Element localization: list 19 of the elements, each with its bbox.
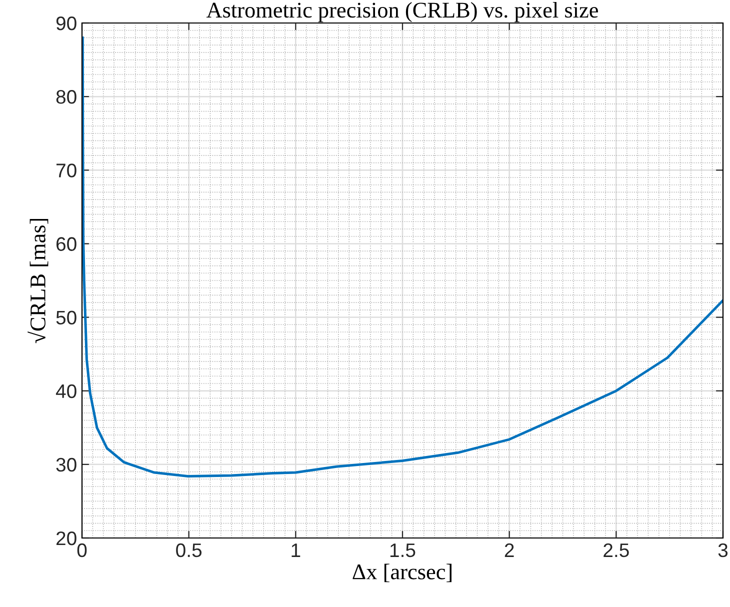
x-tick-label: 0 <box>77 543 87 558</box>
line-series <box>82 36 723 478</box>
x-tick-label: 2.5 <box>604 543 629 558</box>
y-tick-label: 30 <box>56 458 76 472</box>
chart-title: Astrometric precision (CRLB) vs. pixel size <box>206 2 598 22</box>
x-tick-label: 1.5 <box>390 544 416 558</box>
x-tick-label: 3 <box>718 543 728 558</box>
x-axis-title: Δx [arcsec] <box>352 564 452 582</box>
x-tick-label: 1 <box>292 544 300 557</box>
y-tick-label: 90 <box>56 16 76 30</box>
y-tick-label: 80 <box>56 90 76 104</box>
y-axis-title: √CRLB [mas] <box>28 218 48 344</box>
y-tick-label: 50 <box>56 310 76 325</box>
y-tick-label: 20 <box>56 531 76 546</box>
x-tick-label: 2 <box>504 543 514 557</box>
x-tick-label: 0.5 <box>176 543 202 558</box>
y-tick-label: 40 <box>56 384 76 398</box>
y-tick-label: 70 <box>56 164 76 178</box>
y-tick-label: 60 <box>56 237 76 251</box>
